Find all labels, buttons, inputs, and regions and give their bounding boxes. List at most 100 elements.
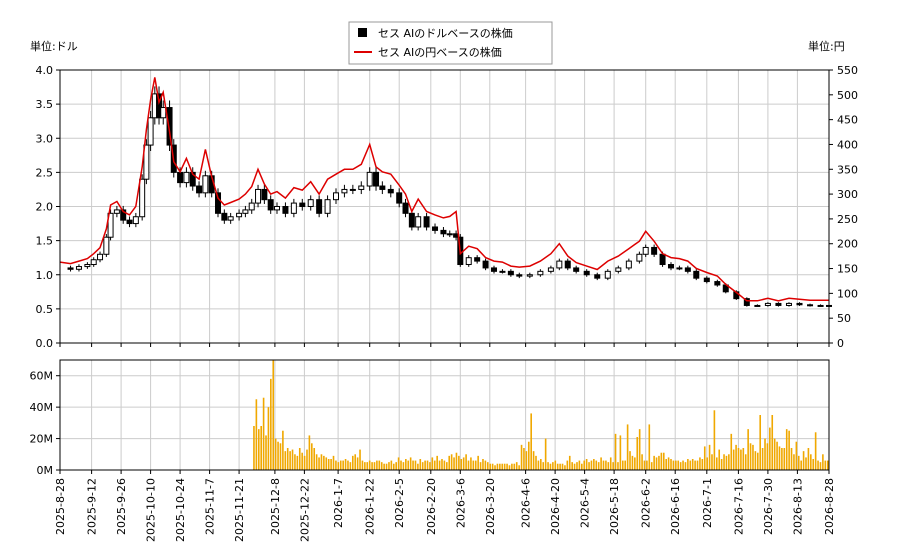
candle-body: [67, 267, 74, 270]
volume-bar: [424, 460, 426, 470]
volume-bar: [812, 459, 815, 470]
volume-bar: [552, 462, 554, 470]
volume-bar: [595, 460, 598, 470]
volume-bar: [496, 463, 499, 470]
right-tick-label: 300: [837, 188, 858, 201]
volume-bar: [474, 460, 477, 470]
volume-bar: [494, 465, 496, 470]
candle-body: [143, 144, 150, 180]
volume-bar: [354, 454, 357, 470]
volume-bar: [284, 451, 287, 470]
candle-body: [221, 212, 228, 221]
candle-body: [379, 185, 386, 190]
volume-bar: [585, 459, 588, 470]
x-tick-label: 2025-10-10: [145, 478, 158, 542]
x-tick-label: 2026-4-20: [549, 478, 562, 535]
volume-bar: [665, 459, 667, 470]
candle-body: [139, 178, 146, 218]
volume-bar: [530, 413, 532, 470]
volume-bar: [525, 451, 528, 470]
volume-bar: [617, 462, 619, 470]
volume-bar: [282, 430, 284, 470]
candle-body: [615, 267, 622, 272]
x-tick-label: 2026-3-20: [484, 478, 497, 535]
candle-body: [408, 212, 415, 228]
volume-bar: [708, 444, 711, 470]
candle-body: [446, 233, 453, 236]
candle-body: [796, 302, 803, 306]
volume-bar: [711, 454, 713, 470]
x-tick-label: 2025-9-26: [115, 478, 128, 535]
volume-bar: [771, 415, 774, 470]
volume-bar: [568, 455, 571, 470]
volume-bar: [576, 462, 578, 470]
volume-bar: [477, 455, 479, 470]
volume-bar: [773, 438, 776, 470]
right-tick-label: 0: [837, 337, 844, 350]
volume-bar: [499, 463, 501, 470]
volume-bar: [294, 454, 296, 470]
candle-body: [103, 236, 110, 255]
volume-bar: [703, 446, 706, 470]
volume-bar: [689, 460, 692, 470]
x-tick-label: 2026-5-4: [579, 478, 592, 528]
volume-bar: [501, 463, 504, 470]
volume-bar: [298, 448, 301, 470]
volume-bar: [542, 462, 545, 470]
candle-body: [373, 171, 380, 187]
volume-bar: [344, 459, 347, 470]
candle-body: [307, 199, 314, 208]
candle-body: [332, 192, 339, 201]
left-tick-label: 4.0: [36, 64, 54, 77]
volume-bar: [723, 454, 725, 470]
volume-bar: [460, 459, 463, 470]
candle-body: [432, 226, 439, 231]
candle-body: [90, 259, 97, 266]
candle-body: [474, 257, 481, 262]
volume-bar: [527, 441, 530, 470]
volume-bar: [699, 457, 701, 470]
left-axis-ticks: 0.0 0.5 1.0 1.5 2.0 2.5 3.0 3.5 4.0: [36, 64, 60, 350]
vol-tick-label: 60M: [30, 370, 54, 383]
candle-body: [349, 188, 356, 191]
volume-bar: [446, 462, 448, 470]
volume-bar: [482, 459, 484, 470]
left-tick-label: 3.0: [36, 132, 54, 145]
candle-body: [714, 281, 721, 286]
left-tick-label: 1.0: [36, 269, 54, 282]
volume-bar: [462, 457, 465, 470]
volume-bar: [670, 459, 672, 470]
volume-bar: [277, 441, 279, 470]
candle-body: [366, 171, 373, 187]
right-tick-label: 200: [837, 238, 858, 251]
candle-body: [402, 202, 409, 214]
volume-bar: [578, 460, 581, 470]
volume-bar: [819, 462, 822, 470]
volume-bar: [347, 460, 349, 470]
volume-bar: [744, 454, 747, 470]
candle-body: [465, 257, 472, 266]
candle-body: [604, 270, 611, 279]
volume-bar: [270, 378, 272, 470]
price-grid: [59, 69, 830, 344]
volume-bar: [742, 448, 745, 470]
volume-bar: [554, 460, 557, 470]
volume-bar: [602, 460, 605, 470]
volume-bar: [559, 463, 561, 470]
volume-bar: [605, 460, 607, 470]
volume-bar: [817, 460, 819, 470]
right-tick-label: 500: [837, 89, 858, 102]
volume-bar: [600, 457, 602, 470]
candle-body: [113, 209, 120, 214]
volume-bar: [253, 426, 255, 470]
volume-bar: [675, 460, 677, 470]
volume-bar: [621, 460, 624, 470]
volume-bar: [607, 462, 610, 470]
volume-bar: [706, 457, 708, 470]
x-axis-ticks: 2025-8-28 2025-9-12 2025-9-26 2025-10-10 202…: [54, 343, 836, 542]
left-tick-label: 0.5: [36, 303, 54, 316]
candle-body: [324, 199, 331, 214]
volume-bar: [373, 462, 376, 470]
candle-body: [215, 192, 222, 214]
volume-bar: [395, 462, 397, 470]
